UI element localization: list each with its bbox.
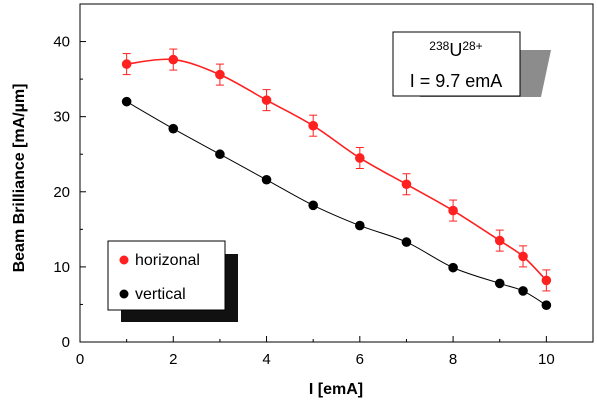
x-tick-label: 6 [356, 351, 364, 368]
data-point-horizonal [168, 54, 179, 65]
annotation-box: 238U28+ I = 9.7 emA [392, 31, 551, 97]
y-axis-label: Beam Brilliance [mA/µm] [11, 84, 28, 273]
x-tick-label: 4 [262, 351, 270, 368]
data-point-vertical [518, 286, 528, 296]
x-tick-label: 8 [449, 351, 457, 368]
annotation-isotope: 238U28+ [429, 39, 482, 60]
y-axis-ticks: 0 10 20 30 40 [53, 34, 86, 351]
series-horizonal [121, 48, 552, 292]
annotation-mass: 238 [429, 39, 449, 53]
legend: horizonal vertical [107, 240, 238, 322]
data-point-horizonal [518, 251, 528, 262]
series-vertical [121, 96, 552, 310]
y-tick-label: 30 [53, 109, 70, 126]
data-point-vertical [494, 278, 505, 289]
y-tick-label: 20 [53, 184, 70, 201]
y-tick-label: 40 [53, 34, 70, 51]
y-tick-label: 10 [53, 259, 70, 276]
data-point-horizonal [355, 153, 365, 163]
legend-marker-vertical [119, 289, 129, 299]
data-point-vertical [541, 300, 552, 310]
annotation-element: U [449, 40, 462, 60]
legend-label-horizonal: horizonal [135, 252, 200, 269]
data-point-vertical [308, 200, 318, 211]
x-tick-label: 0 [76, 351, 84, 368]
data-point-vertical [215, 149, 225, 160]
x-tick-label: 10 [538, 351, 555, 368]
data-point-horizonal [401, 179, 412, 190]
data-point-horizonal [308, 120, 318, 131]
data-point-vertical [355, 220, 365, 231]
data-point-vertical [121, 96, 132, 107]
series-layer [121, 48, 552, 310]
data-point-vertical [261, 174, 272, 185]
legend-label-vertical: vertical [135, 286, 186, 303]
data-point-horizonal [121, 59, 132, 69]
data-point-horizonal [541, 275, 552, 286]
legend-marker-horizonal [119, 255, 129, 265]
annotation-current: I = 9.7 emA [410, 71, 503, 91]
y-tick-label: 0 [62, 334, 70, 351]
data-point-vertical [168, 123, 179, 134]
x-axis-label: I [emA] [309, 381, 363, 398]
data-point-horizonal [448, 205, 458, 216]
data-point-horizonal [494, 235, 505, 246]
data-point-horizonal [261, 95, 272, 105]
annotation-charge: 28+ [462, 39, 482, 53]
x-axis-ticks: 0 2 4 6 8 10 [76, 336, 594, 368]
x-tick-label: 2 [169, 351, 177, 368]
data-point-horizonal [215, 69, 225, 80]
legend-frame [107, 240, 226, 311]
data-point-vertical [448, 262, 458, 273]
data-point-vertical [401, 237, 412, 247]
annotation-box-frame [392, 31, 521, 97]
